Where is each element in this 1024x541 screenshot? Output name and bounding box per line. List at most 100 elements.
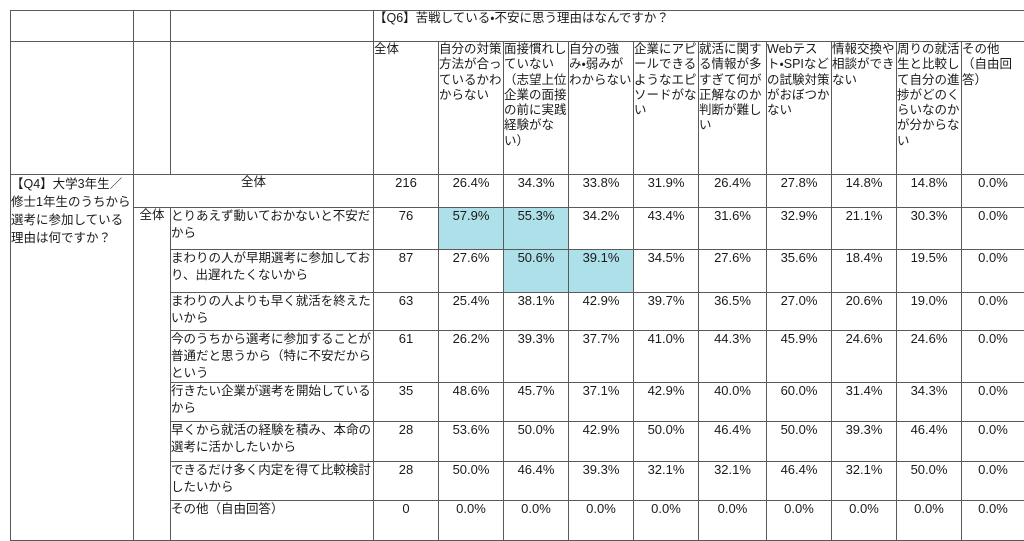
column-header-option-9: その他（自由回答） (962, 42, 1024, 175)
corner-blank-cell (134, 42, 171, 175)
column-header-total: 全体 (374, 42, 439, 175)
data-cell: 32.1% (699, 461, 767, 500)
column-header-option-3: 自分の強み・弱みがわからない (569, 42, 634, 175)
data-cell: 60.0% (767, 382, 832, 421)
row-label: 早くから就活の経験を積み、本命の選考に活かしたいから (171, 421, 374, 461)
data-cell: 37.1% (569, 382, 634, 421)
data-cell: 34.5% (634, 250, 699, 293)
data-cell: 42.9% (569, 293, 634, 331)
data-cell: 50.0% (439, 461, 504, 500)
row-respondent-count: 61 (374, 331, 439, 383)
corner-blank-cell (11, 42, 134, 175)
data-cell: 42.9% (634, 382, 699, 421)
data-cell: 31.6% (699, 208, 767, 250)
data-cell: 31.4% (832, 382, 897, 421)
row-label: できるだけ多く内定を得て比較検討したいから (171, 461, 374, 500)
data-cell-highlighted: 39.1% (569, 250, 634, 293)
data-cell: 50.0% (504, 421, 569, 461)
data-cell: 32.1% (832, 461, 897, 500)
column-header-option-7: 情報交換や相談ができない (832, 42, 897, 175)
column-header-option-5: 就活に関する情報が多すぎて何が正解なのか判断が難しい (699, 42, 767, 175)
data-cell: 0.0% (962, 421, 1024, 461)
corner-blank-cell (11, 11, 134, 42)
column-header-option-4: 企業にアピールできるようなエピソードがない (634, 42, 699, 175)
data-cell: 0.0% (962, 461, 1024, 500)
group-label-total: 全体 (134, 208, 171, 541)
column-header-option-1: 自分の対策方法が合っているかわからない (439, 42, 504, 175)
row-label: 今のうちから選考に参加することが普通だと思うから（特に不安だからという (171, 331, 374, 383)
data-cell-highlighted: 50.6% (504, 250, 569, 293)
data-cell: 25.4% (439, 293, 504, 331)
data-cell: 18.4% (832, 250, 897, 293)
data-cell: 21.1% (832, 208, 897, 250)
data-cell: 20.6% (832, 293, 897, 331)
column-header-option-6: Webテスト・SPIなどの試験対策がおぼつかない (767, 42, 832, 175)
row-respondent-count: 63 (374, 293, 439, 331)
data-cell: 39.3% (504, 331, 569, 383)
data-cell: 19.5% (897, 250, 962, 293)
data-cell: 30.3% (897, 208, 962, 250)
data-cell: 32.9% (767, 208, 832, 250)
header-row-question: 【Q6】苦戦している・不安に思う理由はなんですか？ (11, 11, 1024, 42)
data-cell: 0.0% (962, 250, 1024, 293)
data-cell: 0.0% (439, 500, 504, 540)
data-cell: 24.6% (897, 331, 962, 383)
row-respondent-count: 87 (374, 250, 439, 293)
data-cell: 44.3% (699, 331, 767, 383)
data-cell: 53.6% (439, 421, 504, 461)
data-cell: 46.4% (504, 461, 569, 500)
data-cell: 48.6% (439, 382, 504, 421)
corner-blank-cell (171, 11, 374, 42)
data-cell: 50.0% (897, 461, 962, 500)
data-cell: 38.1% (504, 293, 569, 331)
data-cell: 46.4% (897, 421, 962, 461)
corner-blank-cell (171, 42, 374, 175)
row-respondent-count: 0 (374, 500, 439, 540)
data-cell: 27.8% (767, 175, 832, 208)
data-cell: 46.4% (699, 421, 767, 461)
data-cell: 37.7% (569, 331, 634, 383)
data-cell: 33.8% (569, 175, 634, 208)
data-cell: 0.0% (962, 382, 1024, 421)
data-cell: 36.5% (699, 293, 767, 331)
crosstab-table: 【Q6】苦戦している・不安に思う理由はなんですか？全体自分の対策方法が合っている… (10, 10, 1024, 541)
header-row-columns: 全体自分の対策方法が合っているかわからない面接慣れしていない（志望上位企業の面接… (11, 42, 1024, 175)
data-cell: 39.3% (569, 461, 634, 500)
data-cell: 40.0% (699, 382, 767, 421)
data-cell: 27.0% (767, 293, 832, 331)
column-header-option-8: 周りの就活生と比較して自分の進捗がどのくらいなのかが分からない (897, 42, 962, 175)
data-cell: 0.0% (634, 500, 699, 540)
row-label: とりあえず動いておかないと不安だから (171, 208, 374, 250)
data-cell: 27.6% (439, 250, 504, 293)
data-cell: 0.0% (832, 500, 897, 540)
data-cell: 45.7% (504, 382, 569, 421)
data-cell: 50.0% (634, 421, 699, 461)
data-cell: 34.2% (569, 208, 634, 250)
row-respondent-count: 28 (374, 421, 439, 461)
data-cell: 41.0% (634, 331, 699, 383)
data-cell: 32.1% (634, 461, 699, 500)
data-cell: 39.3% (832, 421, 897, 461)
data-cell: 0.0% (699, 500, 767, 540)
row-respondent-count: 216 (374, 175, 439, 208)
data-cell: 0.0% (962, 208, 1024, 250)
data-cell: 27.6% (699, 250, 767, 293)
data-cell: 19.0% (897, 293, 962, 331)
data-cell: 0.0% (569, 500, 634, 540)
row-label: まわりの人が早期選考に参加しており、出遅れたくないから (171, 250, 374, 293)
data-cell: 0.0% (767, 500, 832, 540)
data-cell: 26.4% (699, 175, 767, 208)
data-cell: 34.3% (897, 382, 962, 421)
data-cell: 50.0% (767, 421, 832, 461)
data-cell: 0.0% (897, 500, 962, 540)
row-label: その他（自由回答） (171, 500, 374, 540)
row-respondent-count: 76 (374, 208, 439, 250)
data-cell: 39.7% (634, 293, 699, 331)
data-cell: 35.6% (767, 250, 832, 293)
data-cell: 45.9% (767, 331, 832, 383)
data-cell: 26.4% (439, 175, 504, 208)
data-cell: 31.9% (634, 175, 699, 208)
data-cell: 0.0% (962, 175, 1024, 208)
